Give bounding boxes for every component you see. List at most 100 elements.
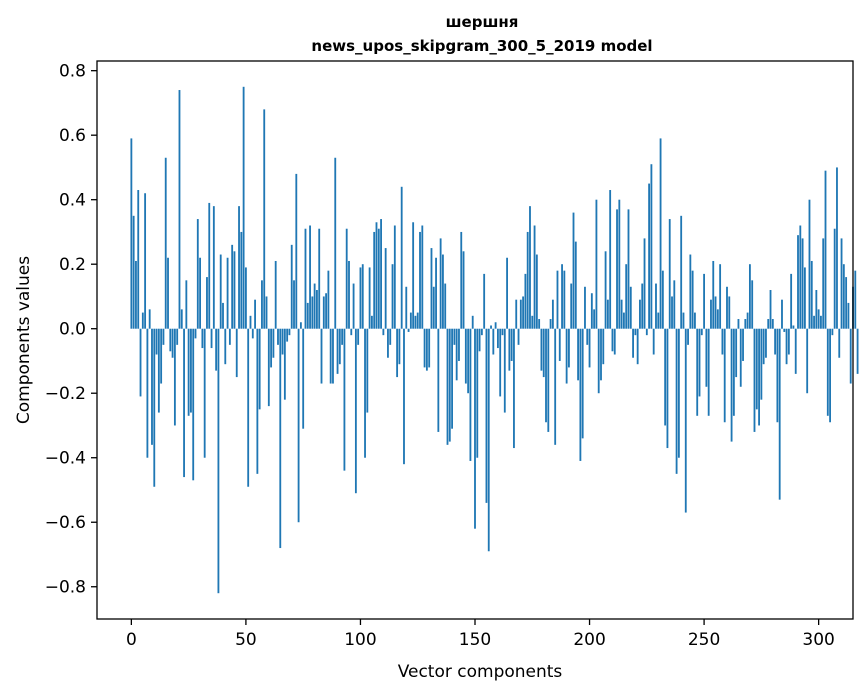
bar-227	[650, 164, 653, 329]
bar-38	[217, 328, 220, 594]
bar-78	[309, 225, 311, 329]
bar-100	[359, 267, 362, 329]
bar-136	[442, 254, 444, 329]
bar-130	[428, 328, 431, 368]
bar-214	[620, 299, 623, 329]
bar-314	[849, 328, 852, 384]
bar-230	[657, 312, 660, 329]
bar-216	[625, 264, 628, 329]
bar-229	[655, 283, 657, 329]
bar-316	[854, 270, 857, 329]
bar-298	[813, 315, 815, 329]
y-tick-label: 0.6	[59, 126, 86, 146]
bar-67	[283, 328, 286, 400]
bar-142	[455, 328, 458, 381]
bar-309	[838, 328, 841, 358]
bar-125	[416, 312, 419, 329]
bar-4	[139, 328, 142, 397]
x-tick-label: 0	[126, 630, 137, 650]
bar-179	[540, 328, 543, 371]
bar-124	[414, 315, 417, 329]
bar-248	[698, 328, 701, 397]
bar-200	[588, 328, 591, 368]
bar-19	[173, 328, 176, 426]
bar-151	[476, 328, 479, 458]
bar-131	[430, 248, 433, 329]
y-tick-label: −0.4	[45, 449, 86, 469]
bar-218	[629, 286, 632, 329]
bar-63	[274, 260, 277, 329]
bar-301	[820, 315, 822, 329]
bar-293	[801, 238, 804, 329]
bar-241	[682, 312, 685, 329]
bar-281	[774, 328, 777, 355]
bar-231	[659, 138, 662, 329]
bar-134	[437, 328, 440, 432]
bar-123	[412, 222, 415, 329]
bar-193	[572, 212, 575, 329]
bar-204	[597, 328, 600, 394]
bar-84	[322, 296, 325, 329]
bar-97	[352, 283, 355, 329]
bar-50	[244, 267, 247, 329]
bar-178	[538, 319, 541, 329]
bar-87	[329, 328, 332, 384]
bar-234	[666, 328, 669, 449]
bar-187	[558, 328, 561, 361]
bar-265	[737, 319, 740, 329]
bar-11	[155, 328, 158, 355]
bar-295	[806, 328, 809, 394]
bar-215	[622, 312, 625, 329]
bar-189	[563, 270, 566, 329]
bar-113	[389, 328, 392, 345]
bar-115	[393, 225, 396, 329]
bar-243	[687, 328, 689, 345]
bar-108	[377, 228, 380, 329]
bar-92	[341, 328, 344, 345]
chart-subtitle: news_upos_skipgram_300_5_2019 model	[311, 37, 652, 55]
bar-217	[627, 209, 630, 329]
bar-226	[648, 183, 651, 329]
bar-31	[201, 328, 204, 349]
bar-27	[192, 328, 195, 481]
bar-267	[742, 328, 744, 361]
bar-181	[545, 328, 547, 423]
bar-282	[776, 328, 779, 423]
bar-1	[132, 215, 135, 329]
bars-group	[130, 86, 859, 594]
bar-26	[190, 328, 192, 413]
bar-101	[361, 264, 364, 329]
bar-0	[130, 138, 133, 329]
bar-294	[803, 267, 806, 329]
x-axis: 0 50 100 150 200 250 300	[126, 619, 835, 650]
bar-140	[451, 328, 453, 429]
bar-148	[469, 328, 472, 461]
bar-85	[325, 293, 327, 329]
bar-86	[327, 270, 330, 329]
bar-290	[794, 328, 797, 374]
bar-289	[792, 325, 795, 329]
y-tick-label: −0.6	[45, 513, 86, 533]
bar-112	[387, 328, 389, 358]
bar-196	[579, 328, 582, 461]
bar-221	[636, 328, 639, 365]
bar-201	[590, 293, 593, 329]
bar-16	[167, 257, 169, 329]
bar-141	[453, 328, 456, 345]
bar-166	[510, 328, 513, 361]
bar-10	[153, 328, 156, 487]
bar-266	[739, 328, 742, 387]
bar-81	[316, 290, 318, 329]
bar-186	[556, 270, 559, 329]
bar-173	[526, 231, 529, 329]
bar-64	[277, 328, 279, 345]
bar-276	[762, 328, 765, 365]
bar-72	[295, 173, 298, 329]
bar-162	[501, 328, 504, 336]
bar-199	[586, 328, 589, 345]
bar-102	[364, 328, 366, 458]
bar-305	[829, 328, 831, 423]
bar-12	[157, 328, 160, 413]
bar-170	[519, 299, 522, 329]
bar-269	[746, 312, 749, 329]
